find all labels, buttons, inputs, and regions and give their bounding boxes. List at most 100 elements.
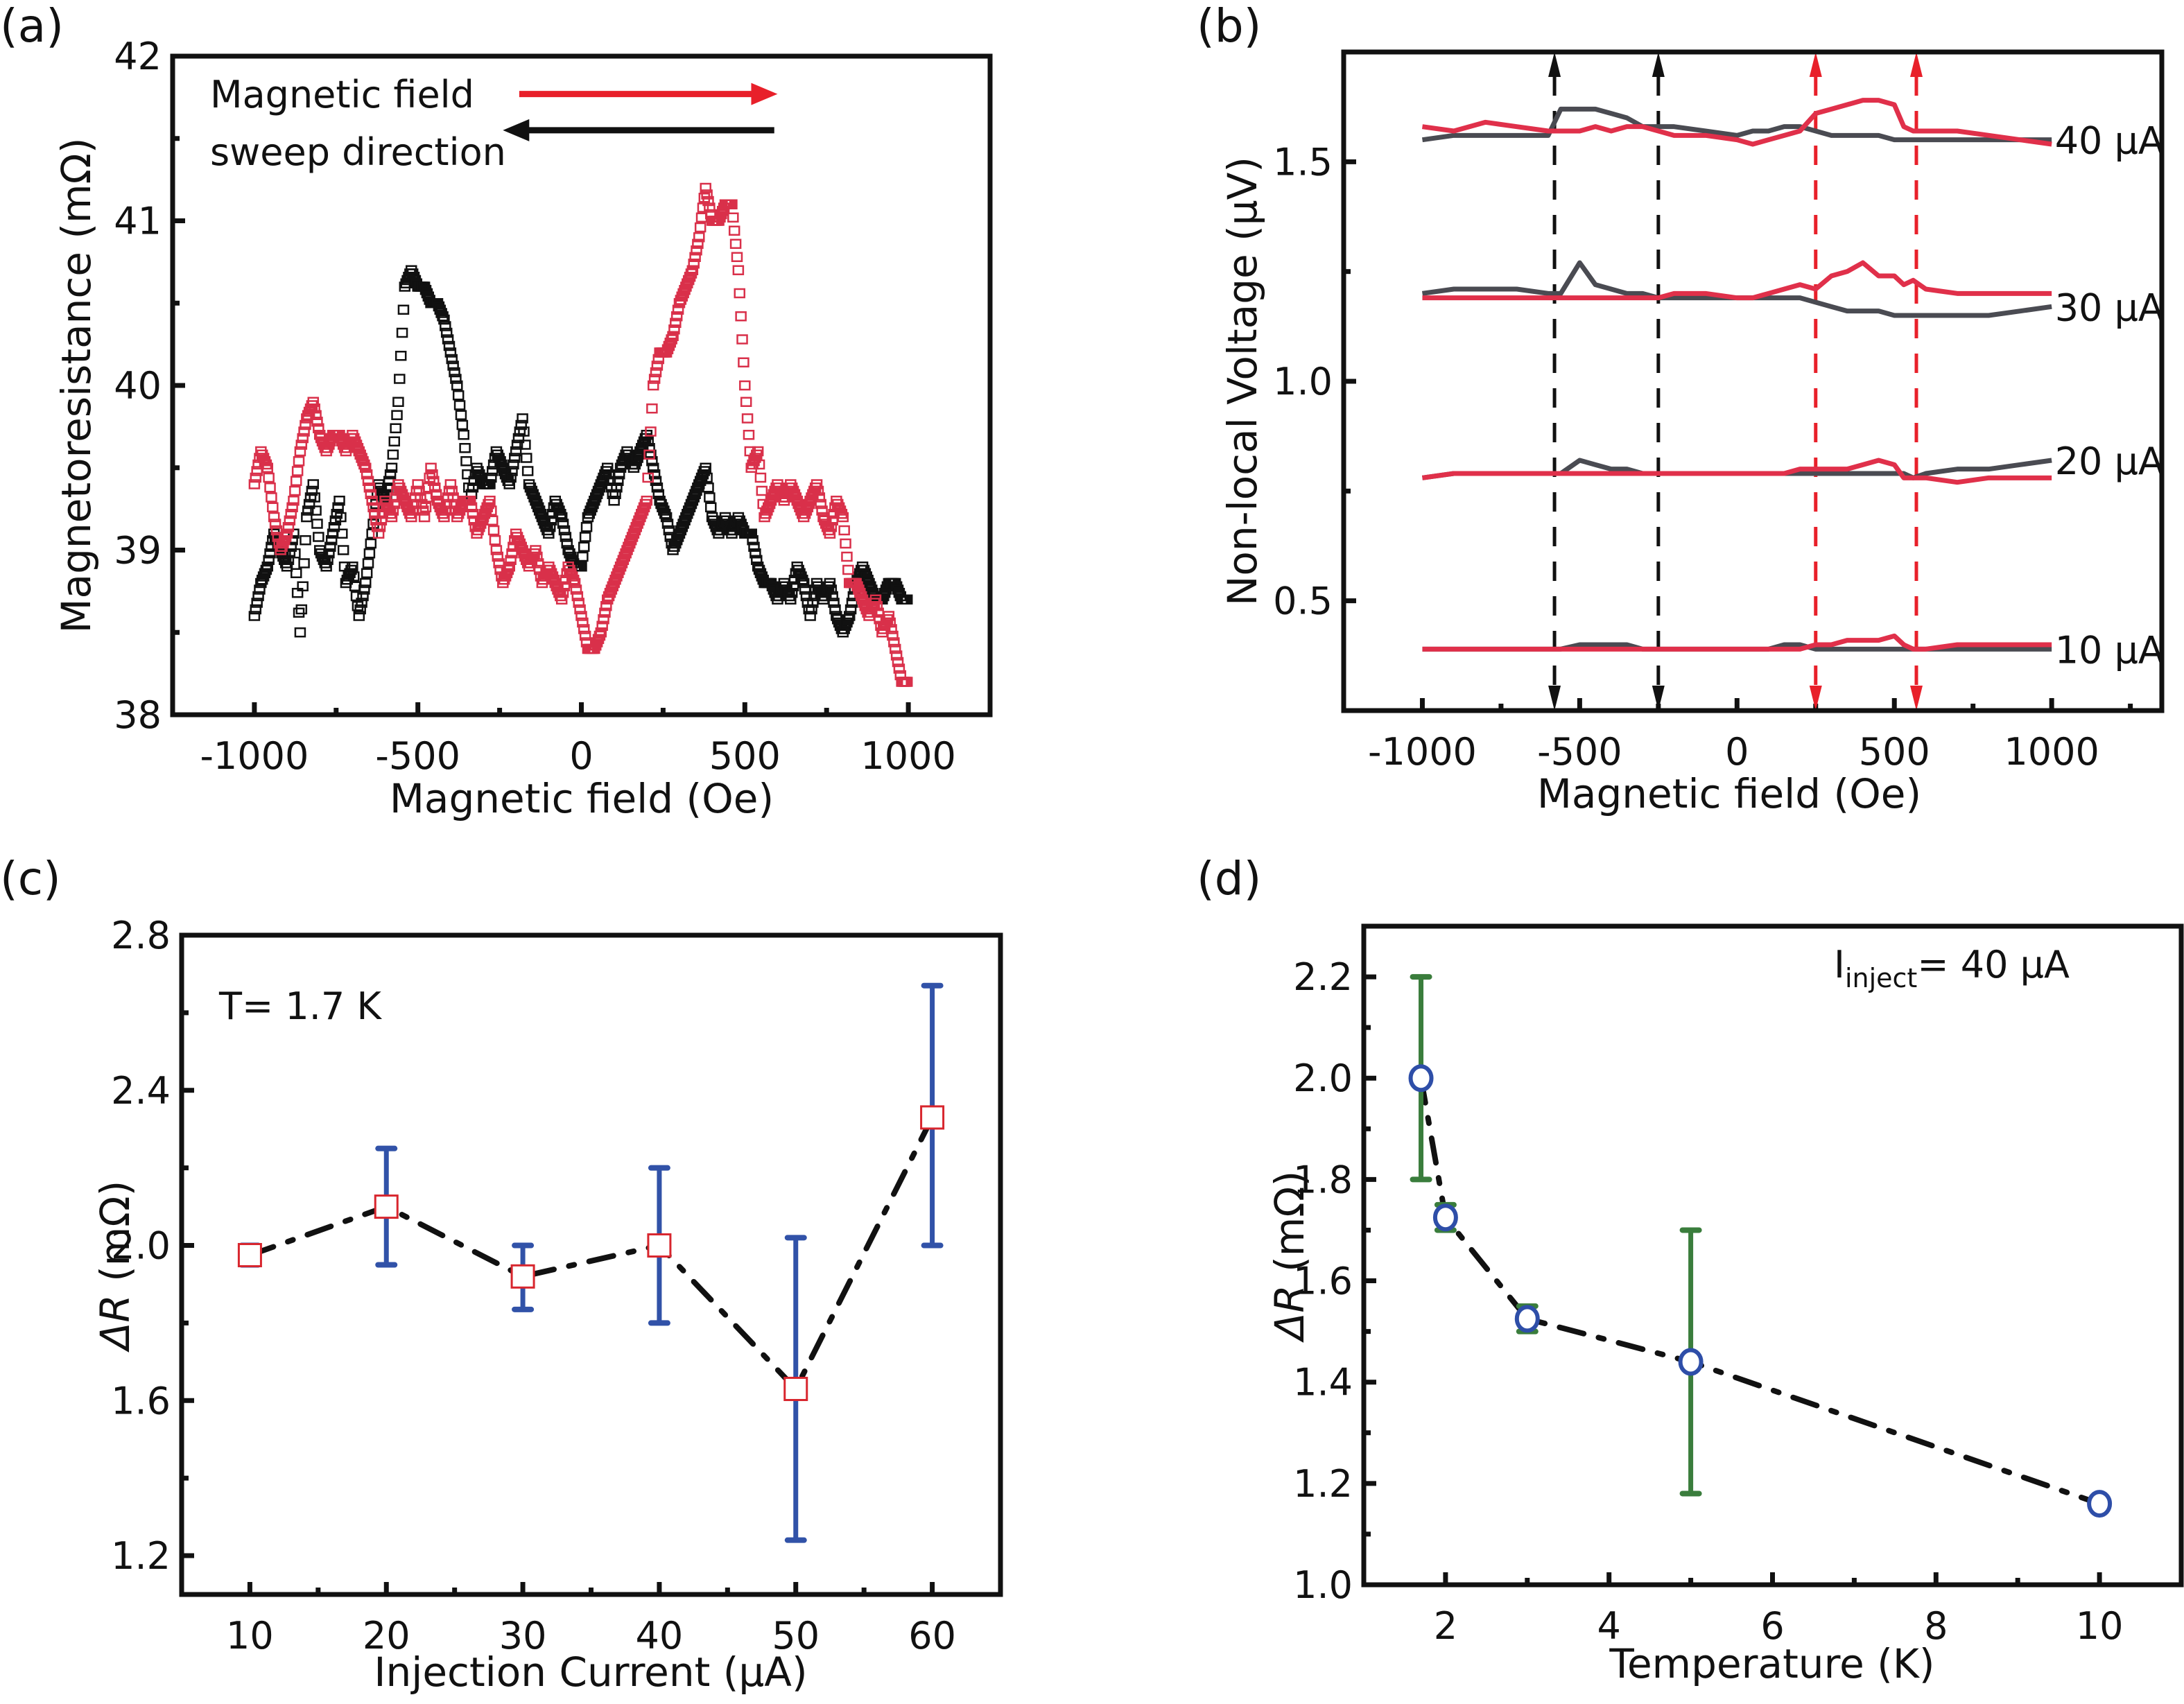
y-axis-label-d: ΔR (mΩ) — [1266, 1171, 1313, 1344]
data-point — [387, 449, 399, 460]
data-point — [824, 528, 836, 539]
data-point — [365, 489, 377, 499]
x-tick-label-c: 20 — [363, 1614, 410, 1658]
y-tick-label-c: 2.8 — [111, 914, 171, 957]
data-point — [889, 643, 901, 654]
y-tick-label-c: 1.2 — [111, 1534, 171, 1578]
data-point — [452, 390, 465, 401]
data-point — [286, 502, 298, 512]
panel-d: (d) 2 4 6 8 10 1.0 1.2 1.4 1.6 1.8 2.0 2.2 Iinject=… — [1197, 852, 2184, 1687]
data-point — [442, 334, 454, 345]
axes-frame-a — [170, 53, 993, 718]
data-point — [390, 423, 401, 433]
series-red — [248, 182, 913, 687]
y-tick-label-d: 1.2 — [1293, 1462, 1353, 1506]
data-point — [250, 472, 262, 483]
data-point — [738, 357, 749, 367]
data-point — [648, 374, 661, 384]
data-point — [555, 594, 568, 605]
data-point — [828, 598, 840, 608]
y-tick-label-b: 1.5 — [1273, 140, 1333, 184]
data-point — [743, 430, 755, 440]
data-point — [811, 479, 823, 489]
data-point — [294, 627, 306, 638]
data-point — [643, 449, 655, 460]
data-point — [484, 479, 496, 489]
data-point — [297, 433, 309, 444]
data-point — [641, 496, 653, 506]
data-point — [443, 340, 456, 351]
data-point — [561, 538, 573, 549]
data-point — [365, 538, 377, 549]
data-point — [745, 528, 757, 539]
data-point — [388, 436, 400, 446]
data-point — [295, 604, 308, 615]
x-tick-label-b: 0 — [1725, 730, 1749, 774]
data-point — [652, 489, 665, 499]
data-point — [580, 522, 593, 532]
data-point — [558, 525, 571, 536]
series-line — [1422, 260, 2052, 301]
data-point — [505, 555, 517, 565]
data-point — [901, 677, 913, 687]
sweep-annotation-line1: Magnetic field — [210, 73, 474, 116]
data-point — [309, 403, 320, 414]
data-point — [300, 419, 311, 431]
data-point — [281, 528, 293, 539]
data-point — [841, 551, 853, 562]
data-point — [518, 426, 530, 437]
data-point — [357, 591, 369, 602]
data-point — [385, 462, 398, 473]
data-point — [812, 485, 824, 496]
data-point — [430, 489, 442, 499]
data-point — [749, 548, 761, 559]
y-axis-label-c: ΔR (mΩ) — [92, 1181, 139, 1353]
data-point — [465, 502, 478, 512]
data-point — [804, 611, 816, 621]
arrow-head-up — [1809, 52, 1822, 77]
data-point — [519, 440, 531, 450]
x-tick-label-d: 2 — [1434, 1604, 1457, 1648]
data-point — [237, 1243, 262, 1268]
data-point — [574, 604, 586, 615]
data-point — [543, 528, 555, 539]
series-line — [1422, 633, 2052, 652]
y-tick-label-d: 1.6 — [1293, 1260, 1353, 1303]
data-point — [449, 367, 460, 378]
data-point — [322, 555, 333, 565]
data-point — [883, 611, 895, 621]
data-point — [335, 512, 347, 523]
data-point — [800, 591, 813, 602]
data-point — [560, 532, 572, 542]
data-point — [451, 380, 463, 391]
data-point — [741, 413, 754, 424]
data-point — [893, 663, 905, 674]
data-point — [668, 324, 680, 335]
y-tick-label-a: 41 — [114, 200, 162, 243]
data-point — [756, 485, 768, 496]
data-point — [825, 584, 838, 595]
data-point — [419, 502, 432, 512]
data-point — [734, 288, 746, 299]
x-tick-label-c: 10 — [226, 1614, 274, 1658]
data-point — [1678, 1348, 1704, 1376]
data-point — [444, 347, 457, 358]
x-tick-label-a: 500 — [709, 734, 781, 778]
data-point — [281, 562, 293, 572]
data-point — [291, 466, 304, 476]
x-tick-label-a: -1000 — [200, 734, 309, 778]
data-point — [284, 515, 296, 525]
data-point — [385, 512, 398, 523]
data-point — [310, 410, 322, 420]
data-point — [264, 482, 276, 493]
data-point — [285, 509, 297, 519]
y-axis-label-c-symbol: ΔR — [92, 1294, 139, 1353]
data-point — [297, 581, 309, 591]
panel-a: (a) -1000 -500 0 500 1000 38 39 40 41 42 Magnetic… — [0, 0, 993, 822]
current-label: 30 μA — [2055, 286, 2164, 329]
data-point — [695, 212, 708, 223]
data-point — [736, 334, 748, 345]
data-point — [753, 459, 765, 470]
data-point — [418, 512, 431, 523]
sweep-arrow-head-right — [751, 82, 778, 105]
